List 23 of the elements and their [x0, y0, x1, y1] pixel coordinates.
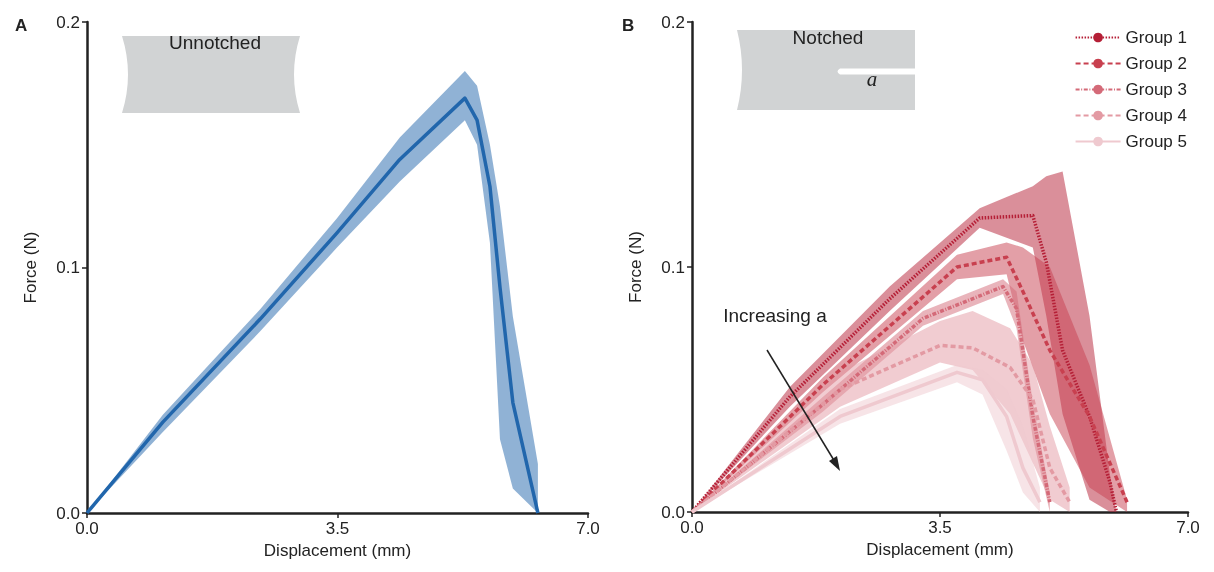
y-tick-label: 0.2 — [56, 12, 80, 32]
y-tick-label: 0.1 — [661, 257, 685, 277]
x-tick-label: 3.5 — [325, 519, 350, 538]
chart-title: B — [622, 16, 635, 35]
x-tick-label: 7.0 — [576, 519, 600, 538]
x-tick-label: 7.0 — [1176, 518, 1200, 537]
annotation: Increasing a — [723, 304, 827, 326]
y-tick-label: 0.1 — [56, 258, 80, 277]
x-axis-title: Displacement (mm) — [263, 540, 412, 560]
legend-label: Group 1 — [1125, 28, 1188, 47]
legend-label: Group 3 — [1125, 80, 1188, 99]
legend-label: Group 5 — [1125, 132, 1188, 151]
x-axis-title: Displacement (mm) — [866, 539, 1014, 559]
annotation: Notched — [792, 26, 864, 48]
legend-label: Group 2 — [1125, 54, 1188, 73]
legend-label: Group 4 — [1125, 106, 1188, 125]
y-axis-title: Force (N) — [626, 231, 645, 303]
annotation: Unnotched — [169, 31, 261, 53]
x-tick-label: 3.5 — [928, 518, 952, 537]
annotation: a — [866, 66, 878, 91]
y-axis-title: Force (N) — [21, 231, 40, 304]
y-tick-label: 0.2 — [661, 12, 685, 32]
chart-title: A — [15, 16, 28, 35]
